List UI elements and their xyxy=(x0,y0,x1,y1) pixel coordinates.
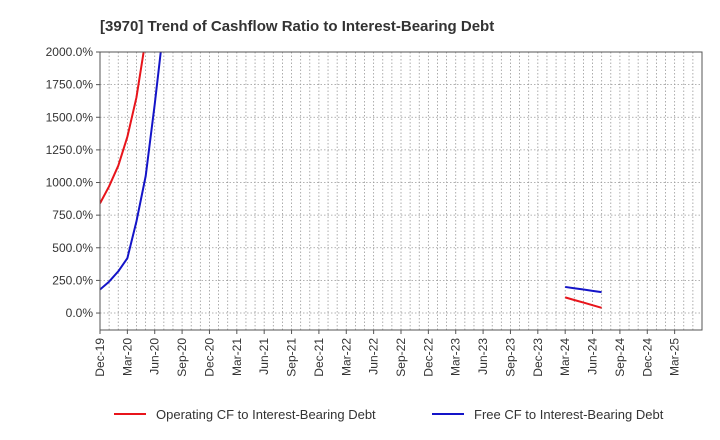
x-tick-label: Dec-24 xyxy=(640,338,654,377)
y-tick-label: 2000.0% xyxy=(46,45,94,59)
y-tick-label: 1250.0% xyxy=(46,143,94,157)
x-tick-label: Sep-24 xyxy=(613,338,627,377)
x-tick-label: Jun-24 xyxy=(586,338,600,375)
x-tick-label: Sep-21 xyxy=(285,338,299,377)
y-tick-label: 500.0% xyxy=(52,241,93,255)
x-tick-label: Jun-23 xyxy=(476,338,490,375)
series-line xyxy=(100,52,162,291)
legend-label: Free CF to Interest-Bearing Debt xyxy=(474,407,664,422)
y-tick-label: 1000.0% xyxy=(46,176,94,190)
series-line xyxy=(100,52,145,204)
y-axis: 0.0% 250.0% 500.0% 750.0% 1000.0% 1250.0% 1500… xyxy=(46,45,100,320)
x-axis: Dec-19 Mar-20 Jun-20 Sep-20 Dec-20 Mar-21 Jun-… xyxy=(93,330,682,377)
x-tick-label: Jun-20 xyxy=(148,338,162,375)
series-line xyxy=(564,296,602,309)
x-tick-label: Mar-21 xyxy=(230,338,244,376)
x-tick-label: Sep-23 xyxy=(503,338,517,377)
x-tick-label: Dec-23 xyxy=(531,338,545,377)
y-tick-label: 1500.0% xyxy=(46,110,94,124)
x-tick-label: Jun-22 xyxy=(367,338,381,375)
x-tick-label: Mar-25 xyxy=(668,338,682,376)
x-tick-label: Dec-22 xyxy=(421,338,435,377)
x-tick-label: Jun-21 xyxy=(257,338,271,375)
x-tick-label: Dec-20 xyxy=(202,338,216,377)
series-lines xyxy=(100,52,602,309)
series-line xyxy=(565,285,602,294)
legend-label: Operating CF to Interest-Bearing Debt xyxy=(156,407,376,422)
chart-title: [3970] Trend of Cashflow Ratio to Intere… xyxy=(100,18,494,35)
y-tick-label: 0.0% xyxy=(66,306,94,320)
x-tick-label: Dec-21 xyxy=(312,338,326,377)
x-tick-label: Mar-23 xyxy=(449,338,463,376)
y-tick-label: 750.0% xyxy=(52,208,93,222)
x-tick-label: Mar-22 xyxy=(339,338,353,376)
plot-frame xyxy=(99,51,703,331)
x-tick-label: Mar-24 xyxy=(558,338,572,376)
grid xyxy=(99,51,703,330)
x-tick-label: Mar-20 xyxy=(120,338,134,376)
x-tick-label: Dec-19 xyxy=(93,338,107,377)
legend: Operating CF to Interest-Bearing Debt Fre… xyxy=(114,407,664,422)
plot-area xyxy=(100,52,702,330)
y-tick-label: 250.0% xyxy=(52,273,93,287)
x-tick-label: Sep-20 xyxy=(175,338,189,377)
x-tick-label: Sep-22 xyxy=(394,338,408,377)
y-tick-label: 1750.0% xyxy=(46,78,94,92)
